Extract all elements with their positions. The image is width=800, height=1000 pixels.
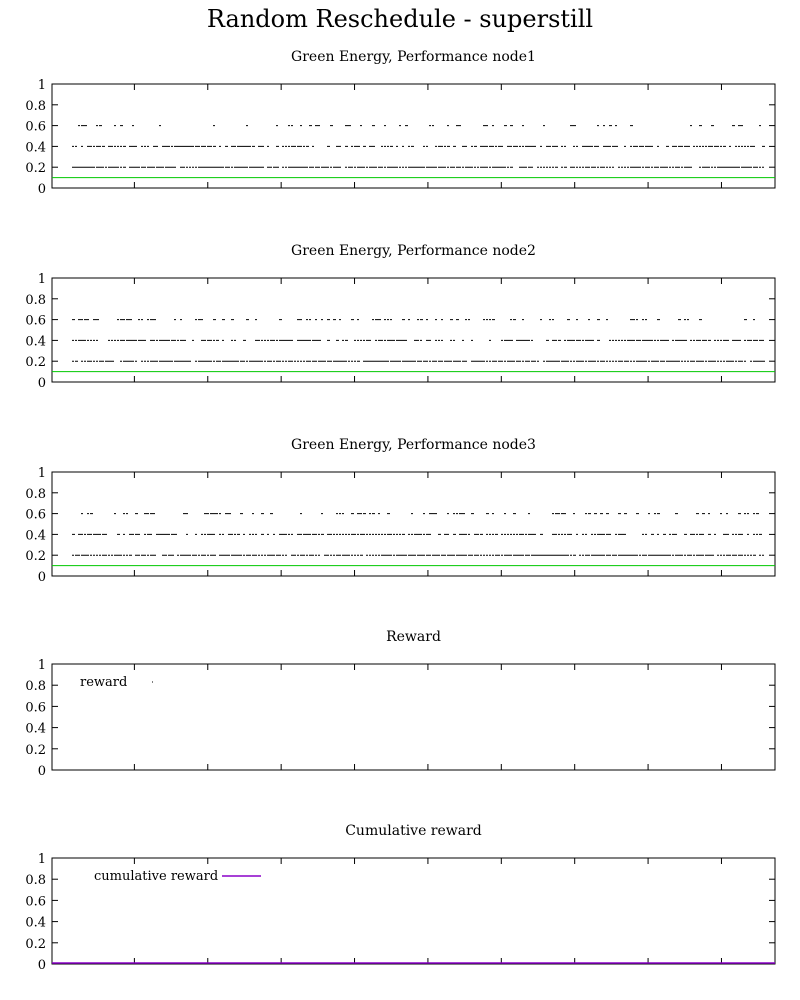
plot-frame xyxy=(51,277,776,383)
chart-panel-2: Green Energy, Performance node2 0 0.2 0.4 0.… xyxy=(25,243,776,391)
y-tick-label: 0.8 xyxy=(25,99,46,114)
chart-title: Green Energy, Performance node3 xyxy=(291,437,536,453)
y-tick-label: 0.8 xyxy=(25,873,46,888)
figure-title: Random Reschedule - superstill xyxy=(207,5,593,33)
y-tick-label: 1 xyxy=(38,78,46,93)
plot-frame xyxy=(51,471,776,577)
chart-title: Green Energy, Performance node1 xyxy=(291,49,536,65)
y-tick-label: 1 xyxy=(38,466,46,481)
y-tick-label: 0 xyxy=(38,764,46,779)
plot-frame xyxy=(51,83,776,189)
y-tick-label: 0.6 xyxy=(25,894,46,909)
legend-label: reward xyxy=(80,675,127,690)
chart-title: Cumulative reward xyxy=(345,823,482,839)
y-tick-label: 1 xyxy=(38,658,46,673)
y-tick-label: 0.4 xyxy=(25,334,46,349)
y-tick-label: 0.2 xyxy=(25,549,46,564)
chart-panel-5: Cumulative reward 0 0.2 0.4 0.6 0.8 1 cumulativ… xyxy=(25,823,776,973)
legend-label: cumulative reward xyxy=(94,869,218,884)
y-tick-label: 0.6 xyxy=(25,120,46,135)
chart-title: Reward xyxy=(386,629,441,645)
y-tick-label: 0.2 xyxy=(25,937,46,952)
y-tick-label: 0 xyxy=(38,376,46,391)
y-tick-label: 0.8 xyxy=(25,487,46,502)
y-tick-label: 0.8 xyxy=(25,679,46,694)
y-tick-label: 0 xyxy=(38,570,46,585)
y-tick-label: 0.8 xyxy=(25,293,46,308)
y-tick-label: 0 xyxy=(38,182,46,197)
chart-panels: Green Energy, Performance node1 0 0.2 0.4 0.… xyxy=(25,49,776,973)
y-tick-label: 0.6 xyxy=(25,700,46,715)
plot-frame xyxy=(51,663,776,771)
chart-panel-1: Green Energy, Performance node1 0 0.2 0.4 0.… xyxy=(25,49,776,197)
y-tick-label: 0.6 xyxy=(25,508,46,523)
y-tick-label: 0.4 xyxy=(25,916,46,931)
chart-title: Green Energy, Performance node2 xyxy=(291,243,536,259)
y-tick-label: 0.4 xyxy=(25,140,46,155)
y-tick-label: 1 xyxy=(38,852,46,867)
chart-panel-3: Green Energy, Performance node3 0 0.2 0.4 0.… xyxy=(25,437,776,585)
y-tick-label: 1 xyxy=(38,272,46,287)
y-tick-label: 0.2 xyxy=(25,161,46,176)
y-tick-label: 0.6 xyxy=(25,314,46,329)
y-tick-label: 0.4 xyxy=(25,528,46,543)
y-tick-label: 0.2 xyxy=(25,743,46,758)
y-tick-label: 0.2 xyxy=(25,355,46,370)
y-tick-label: 0.4 xyxy=(25,722,46,737)
plot-frame xyxy=(51,857,776,965)
chart-panel-4: Reward 0 0.2 0.4 0.6 0.8 1 reward xyxy=(25,629,776,779)
y-tick-label: 0 xyxy=(38,958,46,973)
